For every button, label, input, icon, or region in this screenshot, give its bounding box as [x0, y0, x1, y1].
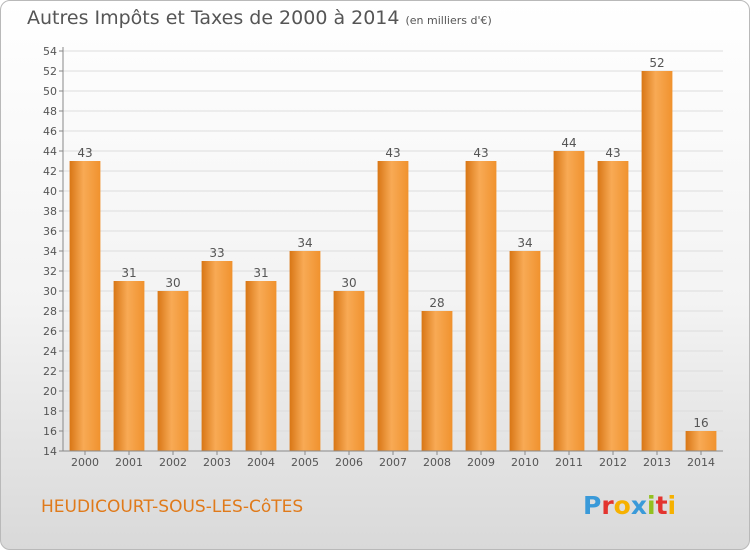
bar-2001 — [113, 281, 145, 451]
y-tick-label: 48 — [43, 105, 57, 118]
value-label: 43 — [473, 146, 488, 160]
y-tick-label: 18 — [43, 405, 57, 418]
bar-2002 — [157, 291, 189, 451]
y-tick-label: 44 — [43, 145, 57, 158]
y-tick-label: 36 — [43, 225, 57, 238]
bar-2005 — [289, 251, 321, 451]
proxiti-logo: Proxiti — [583, 491, 676, 520]
value-label: 31 — [121, 266, 136, 280]
value-label: 43 — [385, 146, 400, 160]
value-label: 30 — [341, 276, 356, 290]
bar-2010 — [509, 251, 541, 451]
value-label: 16 — [693, 416, 708, 430]
y-tick-label: 42 — [43, 165, 57, 178]
label-layer: 43 31 30 33 31 34 30 43 28 43 34 44 43 52 16 — [77, 56, 708, 430]
x-tick-label: 2014 — [687, 456, 715, 469]
y-tick-label: 50 — [43, 85, 57, 98]
y-tick-label: 40 — [43, 185, 57, 198]
value-label: 43 — [77, 146, 92, 160]
y-tick-label: 20 — [43, 385, 57, 398]
x-tick-label: 2012 — [599, 456, 627, 469]
logo-letter: t — [655, 491, 668, 520]
bar-2014 — [685, 431, 717, 451]
y-tick-label: 32 — [43, 265, 57, 278]
x-tick-label: 2001 — [115, 456, 143, 469]
chart-title-main: Autres Impôts et Taxes de 2000 à 2014 — [27, 7, 400, 29]
bar-2003 — [201, 261, 233, 451]
x-tick-label: 2000 — [71, 456, 99, 469]
logo-letter: P — [583, 491, 602, 520]
x-tick-label: 2003 — [203, 456, 231, 469]
bar-2000 — [69, 161, 101, 451]
logo-letter: i — [647, 491, 656, 520]
y-tick-label: 38 — [43, 205, 57, 218]
y-tick-label: 54 — [43, 45, 57, 58]
x-tick-label: 2011 — [555, 456, 583, 469]
y-tick-label: 16 — [43, 425, 57, 438]
x-tick-label: 2006 — [335, 456, 363, 469]
x-tick-label: 2013 — [643, 456, 671, 469]
bar-2008 — [421, 311, 453, 451]
x-tick-label: 2002 — [159, 456, 187, 469]
y-tick-label: 26 — [43, 325, 57, 338]
value-label: 34 — [297, 236, 312, 250]
value-label: 33 — [209, 246, 224, 260]
logo-letter: i — [667, 491, 677, 520]
y-tick-label: 34 — [43, 245, 57, 258]
y-tick-label: 52 — [43, 65, 57, 78]
axis-layer: 14 16 18 20 22 24 26 28 30 32 34 36 38 40 42 44 46 48 50 52… — [43, 45, 723, 469]
y-tick-label: 24 — [43, 345, 57, 358]
bar-2011 — [553, 151, 585, 451]
chart-title: Autres Impôts et Taxes de 2000 à 2014 (en… — [27, 7, 492, 29]
bar-2013 — [641, 71, 673, 451]
commune-name: HEUDICOURT-SOUS-LES-CôTES — [41, 497, 304, 517]
bar-2009 — [465, 161, 497, 451]
x-tick-label: 2010 — [511, 456, 539, 469]
logo-letter: x — [630, 491, 647, 520]
chart-title-unit: (en milliers d'€) — [405, 14, 492, 27]
value-label: 28 — [429, 296, 444, 310]
y-tick-label: 46 — [43, 125, 57, 138]
x-tick-label: 2008 — [423, 456, 451, 469]
bar-layer — [69, 71, 717, 451]
x-tick-label: 2005 — [291, 456, 319, 469]
logo-letter: r — [601, 491, 614, 520]
value-label: 44 — [561, 136, 576, 150]
x-tick-label: 2007 — [379, 456, 407, 469]
bar-2004 — [245, 281, 277, 451]
value-label: 30 — [165, 276, 180, 290]
y-tick-label: 30 — [43, 285, 57, 298]
logo-letter: o — [613, 491, 631, 520]
y-tick-label: 28 — [43, 305, 57, 318]
x-tick-label: 2004 — [247, 456, 275, 469]
bar-2006 — [333, 291, 365, 451]
value-label: 43 — [605, 146, 620, 160]
value-label: 52 — [649, 56, 664, 70]
y-tick-label: 14 — [43, 445, 57, 458]
bar-2007 — [377, 161, 409, 451]
bar-2012 — [597, 161, 629, 451]
y-tick-label: 22 — [43, 365, 57, 378]
x-tick-label: 2009 — [467, 456, 495, 469]
value-label: 34 — [517, 236, 532, 250]
value-label: 31 — [253, 266, 268, 280]
